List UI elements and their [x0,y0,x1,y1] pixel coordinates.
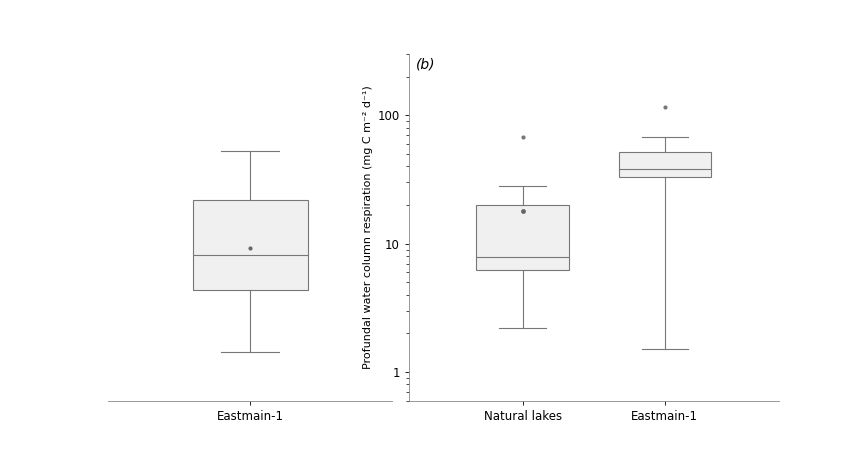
Y-axis label: Profundal water column respiration (mg C m⁻² d⁻¹): Profundal water column respiration (mg C… [363,86,374,369]
PathPatch shape [618,152,711,177]
PathPatch shape [193,199,308,290]
PathPatch shape [477,205,569,270]
Text: (b): (b) [416,58,436,72]
